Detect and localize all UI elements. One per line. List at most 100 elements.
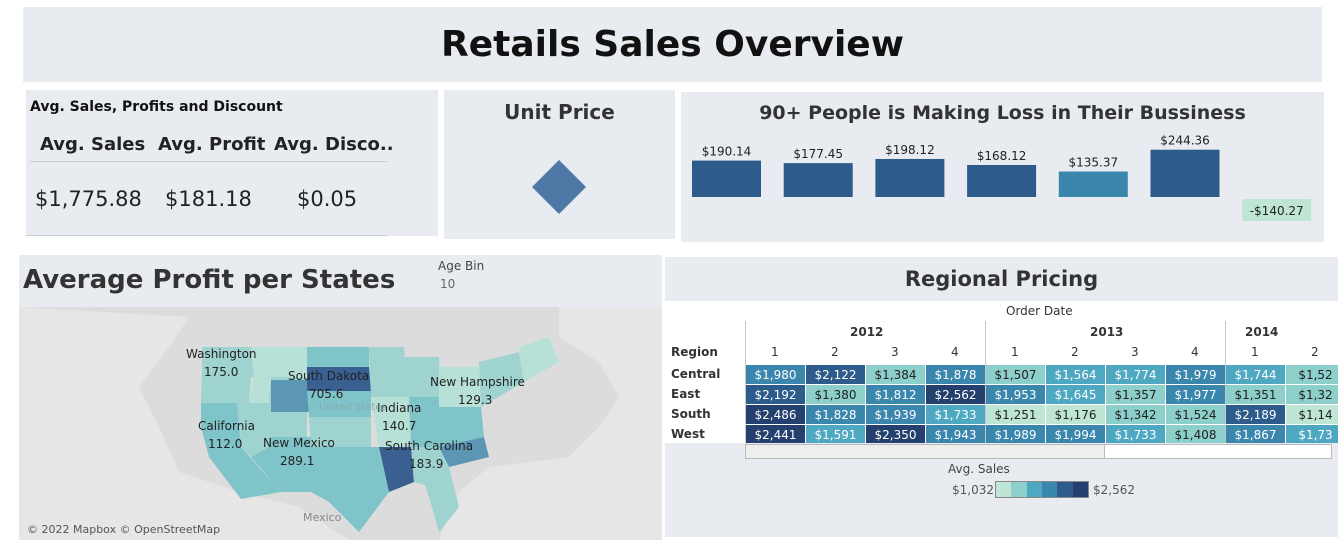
table-cell[interactable]: $1,867 [1226,425,1285,443]
table-cell[interactable]: $1,14 [1286,405,1338,424]
table-cell[interactable]: $1,384 [866,365,925,384]
state-florida-georgia[interactable] [419,467,459,532]
loss-bar-1[interactable] [783,163,853,197]
table-cell[interactable]: $1,939 [866,405,925,424]
state-nebraska-kansas[interactable] [307,391,371,417]
table-cell[interactable]: $2,122 [806,365,865,384]
year-header-2014: 2014 [1245,325,1279,339]
state-north-dakota[interactable] [307,347,369,367]
table-cell[interactable]: $2,562 [926,385,985,404]
us-map[interactable]: Washington 175.0 South Dakota 705.6 New … [19,307,662,540]
dashboard-title-bar: Retails Sales Overview [23,7,1322,82]
label-california: California [198,419,255,433]
loss-bar-3[interactable] [967,164,1037,197]
label-indiana-value: 140.7 [382,419,417,433]
label-united-states: United States [319,402,387,413]
label-south-dakota: South Dakota [288,369,370,383]
table-cell[interactable]: $2,486 [746,405,805,424]
table-cell[interactable]: $1,980 [746,365,805,384]
state-colorado[interactable] [271,380,309,412]
state-new-york-pennsylvania[interactable] [479,352,524,407]
table-cell[interactable]: $1,989 [986,425,1045,443]
table-cell[interactable]: $1,32 [1286,385,1338,404]
table-cell[interactable]: $1,812 [866,385,925,404]
table-cell[interactable]: $1,645 [1046,385,1105,404]
table-cell[interactable]: $1,380 [806,385,865,404]
loss-bar-4[interactable] [1058,171,1128,197]
label-mexico: Mexico [303,511,342,524]
state-missouri-arkansas[interactable] [371,397,411,447]
table-cell[interactable]: $1,733 [926,405,985,424]
table-cell[interactable]: $1,953 [986,385,1045,404]
table-cell[interactable]: $1,351 [1226,385,1285,404]
loss-bar-0[interactable] [692,160,761,197]
region-label-2: South [671,407,711,421]
table-cell[interactable]: $1,591 [806,425,865,443]
avg-profit-value: $181.18 [165,187,252,211]
table-cell[interactable]: $1,733 [1106,425,1165,443]
state-new-mexico[interactable] [281,437,311,492]
quarter-header-3: 4 [951,345,959,359]
table-cell[interactable]: $2,192 [746,385,805,404]
table-cell[interactable]: $1,73 [1286,425,1338,443]
state-wisconsin-illinois[interactable] [404,357,441,397]
loss-bar-6[interactable] [1242,199,1312,221]
state-indiana-kentucky[interactable] [409,397,439,447]
table-cell[interactable]: $1,774 [1106,365,1165,384]
table-cell[interactable]: $1,994 [1046,425,1105,443]
table-cell[interactable]: $1,408 [1166,425,1225,443]
legend-swatch-0 [996,482,1012,497]
table-cell[interactable]: $1,828 [806,405,865,424]
table-cell[interactable]: $1,524 [1166,405,1225,424]
quarter-header-8: 1 [1251,345,1259,359]
table-cell[interactable]: $1,357 [1106,385,1165,404]
regional-pricing-table: Order Date Region 2012 2013 2014 1 2 3 4 1 2 3 4 1 2… [665,301,1338,443]
state-nevada[interactable] [237,403,269,457]
table-cell[interactable]: $2,189 [1226,405,1285,424]
label-south-dakota-value: 705.6 [309,387,344,401]
unit-price-marker[interactable] [532,160,586,214]
table-cell[interactable]: $1,564 [1046,365,1105,384]
table-cell[interactable]: $1,744 [1226,365,1285,384]
quarter-header-0: 1 [771,345,779,359]
state-minnesota-iowa[interactable] [369,347,409,397]
table-cell[interactable]: $1,977 [1166,385,1225,404]
table-cell[interactable]: $1,507 [986,365,1045,384]
state-louisiana[interactable] [379,447,414,492]
state-ohio-michigan[interactable] [439,367,481,407]
quarter-header-1: 2 [831,345,839,359]
table-cell[interactable]: $1,52 [1286,365,1338,384]
table-cell[interactable]: $1,943 [926,425,985,443]
state-idaho-montana[interactable] [249,347,307,403]
state-california[interactable] [201,403,281,499]
unit-price-panel: Unit Price [444,90,675,239]
state-new-england[interactable] [519,337,559,382]
legend-swatch-3 [1041,482,1058,497]
state-oklahoma[interactable] [309,417,371,447]
state-washington[interactable] [202,347,254,381]
table-cell[interactable]: $2,350 [866,425,925,443]
table-cell[interactable]: $1,342 [1106,405,1165,424]
state-oregon[interactable] [201,367,251,403]
table-cell[interactable]: $1,878 [926,365,985,384]
table-cell[interactable]: $1,176 [1046,405,1105,424]
state-south-dakota[interactable] [307,367,371,391]
regional-pricing-title: Regional Pricing [904,267,1099,291]
loss-bar-2[interactable] [875,158,945,197]
state-texas[interactable] [311,447,389,532]
age-bin-value[interactable]: 10 [440,277,456,291]
state-south-carolina[interactable] [439,437,489,467]
loss-bar-5[interactable] [1150,149,1220,197]
table-horizontal-scrollbar[interactable] [745,444,1332,459]
table-cell[interactable]: $1,979 [1166,365,1225,384]
unit-price-chart [532,160,586,214]
table-cell[interactable]: $1,251 [986,405,1045,424]
table-cell[interactable]: $2,441 [746,425,805,443]
state-virginia-tennessee[interactable] [439,407,484,447]
scrollbar-thumb[interactable] [746,445,1105,458]
map-copyright[interactable]: © 2022 Mapbox © OpenStreetMap [27,523,221,536]
age-bin-label: Age Bin [438,259,485,273]
avg-sales-header: Avg. Sales [40,134,146,155]
year-separator-2 [1225,321,1226,443]
kpi-divider [30,161,387,162]
